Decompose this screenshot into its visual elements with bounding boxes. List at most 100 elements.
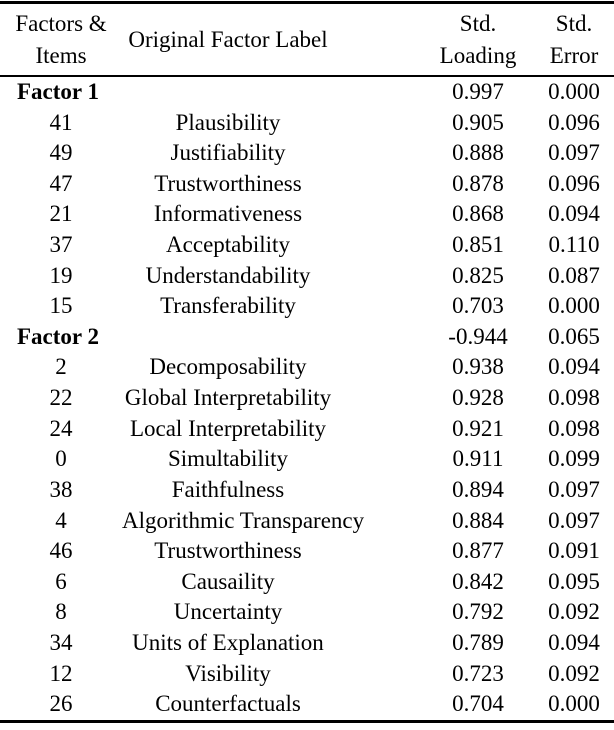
table-row: 19 Understandability 0.825 0.087 <box>0 261 614 292</box>
cell-item-number: 4 <box>55 507 67 533</box>
cell-std-error: 0.097 <box>548 507 600 533</box>
cell-factor-label: Transferability <box>160 293 296 319</box>
cell-factor-label: Faithfulness <box>171 476 285 502</box>
header-std-loading: Std. Loading <box>415 8 541 72</box>
cell-std-loading: 0.704 <box>452 691 504 717</box>
table-row: 41 Plausibility 0.905 0.096 <box>0 108 614 139</box>
cell-std-loading: 0.825 <box>452 262 504 288</box>
cell-factor-label: Global Interpretability <box>124 385 332 411</box>
header-std-loading-line2: Loading <box>439 42 517 68</box>
table-body: Factor 1 0.997 0.000 41 Plausibility 0.9… <box>0 77 614 720</box>
cell-std-loading: 0.842 <box>452 568 504 594</box>
cell-factor-label: Acceptability <box>166 232 290 258</box>
cell-std-error: 0.065 <box>548 323 600 349</box>
cell-std-error: 0.094 <box>548 354 600 380</box>
cell-factor-label: Understandability <box>145 262 311 288</box>
cell-std-error: 0.092 <box>548 599 600 625</box>
table-row: Factor 2 -0.944 0.065 <box>0 322 614 353</box>
table-row: 49 Justifiability 0.888 0.097 <box>0 138 614 169</box>
cell-factor-label: Trustworthiness <box>154 538 302 564</box>
cell-item-number: 37 <box>49 232 73 258</box>
cell-item-number: 24 <box>49 415 73 441</box>
table-row: 4 Algorithmic Transparency 0.884 0.097 <box>0 506 614 537</box>
cell-std-loading: 0.851 <box>452 232 504 258</box>
cell-item-number: 0 <box>55 446 67 472</box>
cell-item-number: 47 <box>49 170 73 196</box>
cell-std-error: 0.094 <box>548 201 600 227</box>
cell-item-number: Factor 2 <box>17 323 99 349</box>
cell-item-number: 2 <box>55 354 67 380</box>
table-row: 46 Trustworthiness 0.877 0.091 <box>0 536 614 567</box>
cell-std-error: 0.095 <box>548 568 600 594</box>
cell-std-error: 0.000 <box>548 691 600 717</box>
cell-std-loading: 0.884 <box>452 507 504 533</box>
cell-std-error: 0.099 <box>548 446 600 472</box>
header-std-error: Std. Error <box>541 8 607 72</box>
header-std-loading-line1: Std. <box>459 10 497 36</box>
cell-item-number: 12 <box>49 660 73 686</box>
cell-std-error: 0.098 <box>548 385 600 411</box>
cell-item-number: 8 <box>55 599 67 625</box>
cell-std-loading: 0.703 <box>452 293 504 319</box>
table-top-rule <box>0 1 614 4</box>
table-row: 37 Acceptability 0.851 0.110 <box>0 230 614 261</box>
cell-std-error: 0.110 <box>548 232 600 258</box>
cell-std-loading: 0.905 <box>452 109 504 135</box>
cell-item-number: 22 <box>49 385 73 411</box>
cell-item-number: 41 <box>49 109 73 135</box>
header-std-error-line1: Std. <box>555 10 593 36</box>
cell-std-loading: 0.792 <box>452 599 504 625</box>
cell-factor-label: Justifiability <box>170 140 286 166</box>
cell-factor-label: Visibility <box>185 660 271 686</box>
table-row: 12 Visibility 0.723 0.092 <box>0 659 614 690</box>
header-std-error-line2: Error <box>549 42 599 68</box>
cell-std-error: 0.092 <box>548 660 600 686</box>
cell-std-loading: 0.878 <box>452 170 504 196</box>
cell-factor-label <box>122 77 334 108</box>
cell-item-number: 38 <box>49 476 73 502</box>
table-row: 2 Decomposability 0.938 0.094 <box>0 352 614 383</box>
cell-item-number: 21 <box>49 201 73 227</box>
table-row: 6 Causaility 0.842 0.095 <box>0 567 614 598</box>
cell-std-loading: -0.944 <box>448 323 508 349</box>
cell-std-loading: 0.938 <box>452 354 504 380</box>
cell-factor-label: Algorithmic Transparency <box>122 507 365 533</box>
cell-std-loading: 0.789 <box>452 629 504 655</box>
table-row: 0 Simultability 0.911 0.099 <box>0 444 614 475</box>
table-row: 21 Informativeness 0.868 0.094 <box>0 199 614 230</box>
cell-factor-label: Local Interpretability <box>129 415 327 441</box>
table-row: 38 Faithfulness 0.894 0.097 <box>0 475 614 506</box>
cell-factor-label: Units of Explanation <box>132 629 324 655</box>
table-bottom-rule <box>0 719 614 723</box>
cell-factor-label: Informativeness <box>153 201 303 227</box>
table-row: 15 Transferability 0.703 0.000 <box>0 291 614 322</box>
table-row: 47 Trustworthiness 0.878 0.096 <box>0 169 614 200</box>
table-row: 8 Uncertainty 0.792 0.092 <box>0 597 614 628</box>
cell-std-error: 0.096 <box>548 170 600 196</box>
cell-std-loading: 0.888 <box>452 140 504 166</box>
cell-item-number: Factor 1 <box>17 79 99 104</box>
cell-item-number: 49 <box>49 140 73 166</box>
cell-std-loading: 0.928 <box>452 385 504 411</box>
cell-std-error: 0.098 <box>548 415 600 441</box>
cell-std-error: 0.087 <box>548 262 600 288</box>
cell-std-loading: 0.868 <box>452 201 504 227</box>
cell-factor-label: Decomposability <box>149 354 307 380</box>
cell-std-loading: 0.921 <box>452 415 504 441</box>
cell-std-error: 0.097 <box>548 140 600 166</box>
cell-item-number: 19 <box>49 262 73 288</box>
cell-std-loading: 0.911 <box>452 446 504 472</box>
header-factors-items-line1: Factors & <box>15 10 107 36</box>
header-divider-rule <box>0 75 614 77</box>
cell-factor-label: Uncertainty <box>173 599 283 625</box>
cell-factor-label: Trustworthiness <box>154 170 302 196</box>
header-factors-items: Factors & Items <box>0 8 122 72</box>
cell-factor-label <box>122 322 334 353</box>
table-row: 22 Global Interpretability 0.928 0.098 <box>0 383 614 414</box>
cell-std-error: 0.091 <box>548 538 600 564</box>
table-row: Factor 1 0.997 0.000 <box>0 77 614 108</box>
cell-factor-label: Counterfactuals <box>155 691 301 717</box>
cell-std-error: 0.000 <box>548 79 600 104</box>
cell-item-number: 15 <box>49 293 73 319</box>
cell-std-error: 0.097 <box>548 476 600 502</box>
